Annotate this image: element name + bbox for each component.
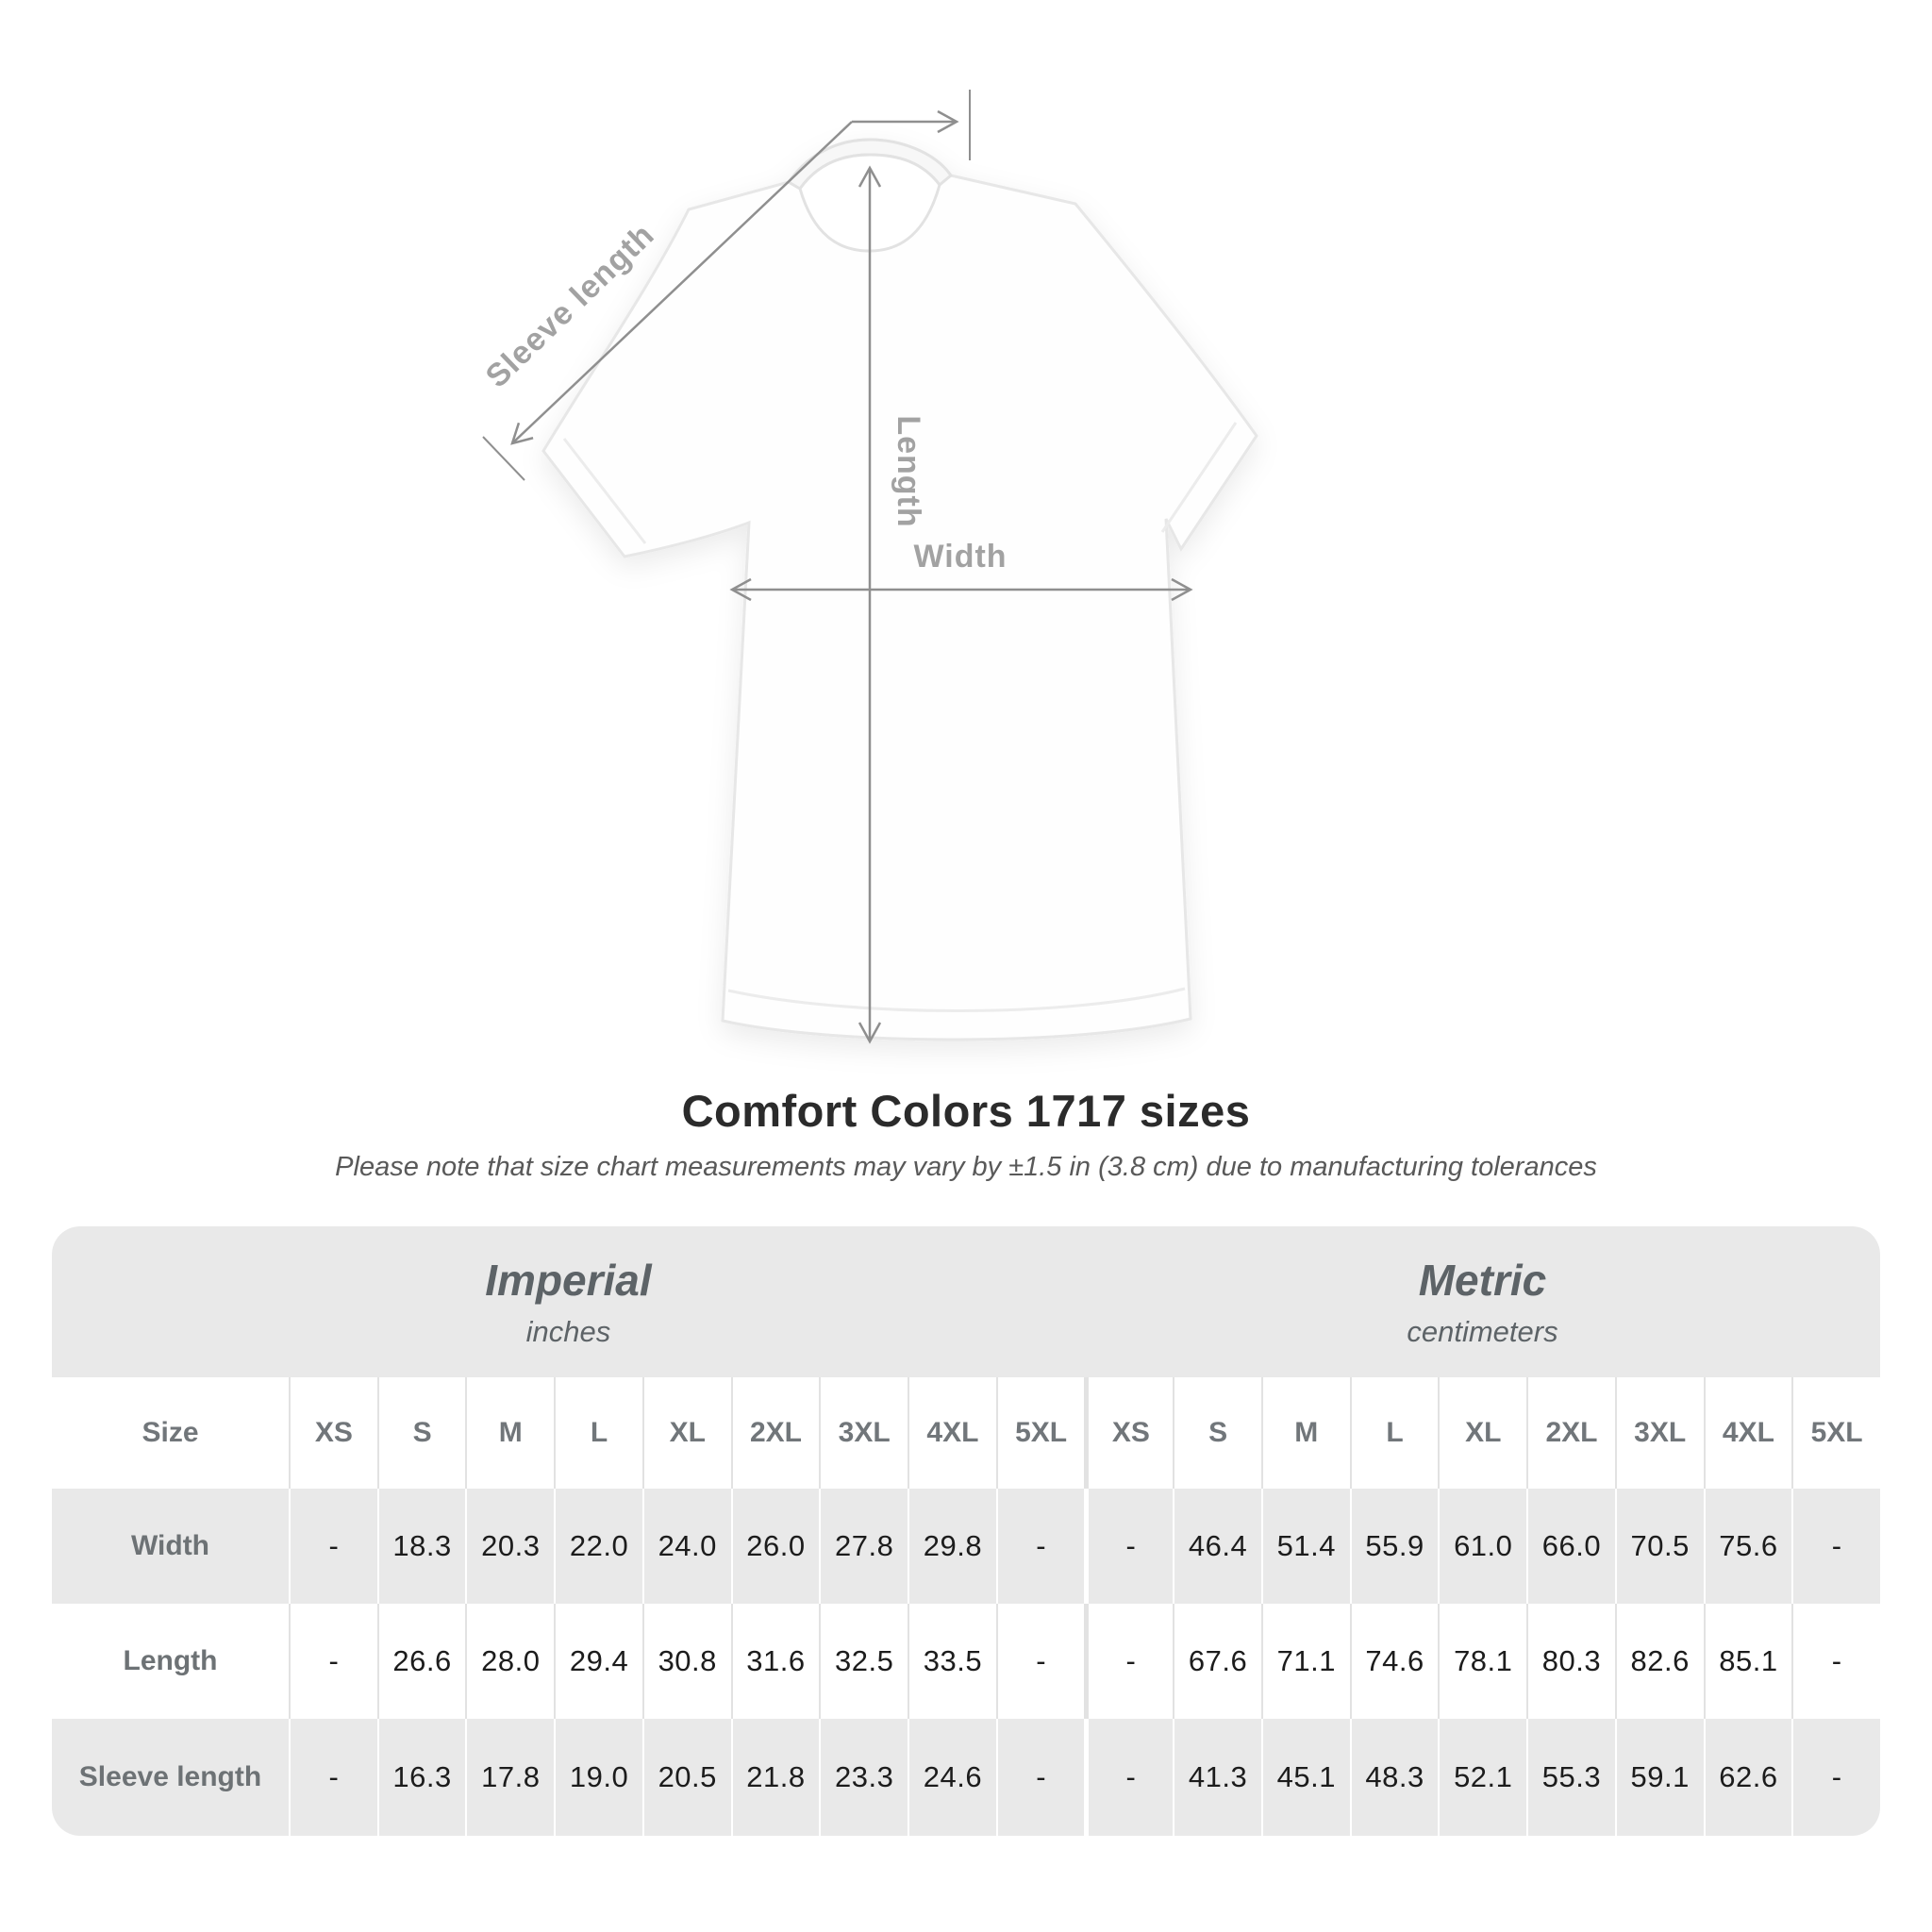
value-metric-2XL: 66.0	[1526, 1489, 1615, 1604]
size-col-imperial-5XL: 5XL	[995, 1377, 1085, 1489]
value-metric-M: 71.1	[1260, 1604, 1350, 1719]
value-imperial-M: 20.3	[465, 1489, 554, 1604]
value-metric-M: 45.1	[1260, 1719, 1350, 1836]
row-label: Sleeve length	[78, 1761, 262, 1792]
value-imperial-XL: 24.0	[641, 1489, 731, 1604]
measurement-lines	[482, 90, 1193, 1044]
value-metric-5XL: -	[1791, 1489, 1880, 1604]
value-imperial-5XL: -	[995, 1489, 1085, 1604]
table-row-width: Width -18.3 20.3 22.0 24.0 26.0 27.8 29.8- -46.4…	[52, 1489, 1880, 1604]
value-metric-XS: -	[1084, 1604, 1173, 1719]
size-col-metric-3XL: 3XL	[1614, 1377, 1704, 1489]
imperial-sublabel: inches	[525, 1315, 611, 1348]
value-imperial-2XL: 31.6	[730, 1604, 820, 1719]
size-col-imperial-3XL: 3XL	[819, 1377, 908, 1489]
value-metric-3XL: 82.6	[1614, 1604, 1704, 1719]
value-imperial-M: 28.0	[465, 1604, 554, 1719]
size-col-metric-S: S	[1173, 1377, 1261, 1489]
size-col-imperial-S: S	[376, 1377, 466, 1489]
value-metric-2XL: 55.3	[1526, 1719, 1615, 1836]
value-metric-XL: 78.1	[1438, 1604, 1526, 1719]
value-metric-XL: 61.0	[1438, 1489, 1526, 1604]
value-metric-3XL: 70.5	[1614, 1489, 1704, 1604]
value-imperial-3XL: 32.5	[819, 1604, 908, 1719]
size-corner-label: Size	[142, 1417, 199, 1448]
size-col-imperial-XL: XL	[641, 1377, 731, 1489]
unit-group-row: Imperial inches Metric centimeters	[52, 1226, 1880, 1377]
value-metric-L: 55.9	[1349, 1489, 1439, 1604]
value-imperial-5XL: -	[995, 1604, 1085, 1719]
table-row-sleeve-length: Sleeve length -16.3 17.8 19.0 20.5 21.8 23.3 24…	[52, 1719, 1880, 1836]
size-col-imperial-XS: XS	[289, 1377, 377, 1489]
value-imperial-L: 29.4	[554, 1604, 642, 1719]
value-metric-S: 67.6	[1173, 1604, 1261, 1719]
value-imperial-3XL: 23.3	[819, 1719, 908, 1836]
table-row-length: Length -26.6 28.0 29.4 30.8 31.6 32.5 33.5- -67.…	[52, 1604, 1880, 1719]
value-imperial-2XL: 26.0	[730, 1489, 820, 1604]
value-imperial-2XL: 21.8	[730, 1719, 820, 1836]
value-imperial-S: 26.6	[376, 1604, 466, 1719]
size-col-metric-M: M	[1260, 1377, 1350, 1489]
metric-sublabel: centimeters	[1407, 1315, 1558, 1348]
sleeve-tick-bottom	[482, 436, 525, 481]
page-subtitle: Please note that size chart measurements…	[335, 1152, 1597, 1182]
value-imperial-4XL: 33.5	[908, 1604, 996, 1719]
value-imperial-M: 17.8	[465, 1719, 554, 1836]
value-metric-XS: -	[1084, 1489, 1173, 1604]
value-imperial-XS: -	[289, 1604, 377, 1719]
value-imperial-L: 19.0	[554, 1719, 642, 1836]
value-imperial-4XL: 24.6	[908, 1719, 996, 1836]
tshirt-diagram: Sleeve length Length Width	[479, 90, 1258, 1044]
size-col-metric-2XL: 2XL	[1526, 1377, 1615, 1489]
value-metric-5XL: -	[1791, 1604, 1880, 1719]
value-metric-S: 41.3	[1173, 1719, 1261, 1836]
size-col-imperial-M: M	[465, 1377, 554, 1489]
length-label: Length	[891, 415, 926, 527]
sleeve-length-line	[510, 121, 853, 445]
value-imperial-XL: 30.8	[641, 1604, 731, 1719]
row-label: Length	[123, 1645, 218, 1676]
value-imperial-4XL: 29.8	[908, 1489, 996, 1604]
metric-label: Metric	[1418, 1256, 1547, 1305]
value-imperial-5XL: -	[995, 1719, 1085, 1836]
value-metric-L: 48.3	[1349, 1719, 1439, 1836]
value-metric-2XL: 80.3	[1526, 1604, 1615, 1719]
value-imperial-3XL: 27.8	[819, 1489, 908, 1604]
tshirt-illustration: Sleeve length Length Width	[479, 90, 1258, 1044]
size-col-imperial-L: L	[554, 1377, 642, 1489]
value-metric-3XL: 59.1	[1614, 1719, 1704, 1836]
size-col-metric-XL: XL	[1438, 1377, 1526, 1489]
value-metric-XL: 52.1	[1438, 1719, 1526, 1836]
row-label: Width	[130, 1530, 210, 1561]
value-imperial-XS: -	[289, 1489, 377, 1604]
size-col-metric-5XL: 5XL	[1791, 1377, 1880, 1489]
value-metric-5XL: -	[1791, 1719, 1880, 1836]
width-label: Width	[913, 539, 1007, 575]
value-imperial-L: 22.0	[554, 1489, 642, 1604]
size-col-imperial-4XL: 4XL	[908, 1377, 996, 1489]
value-metric-L: 74.6	[1349, 1604, 1439, 1719]
value-imperial-XL: 20.5	[641, 1719, 731, 1836]
size-table: Imperial inches Metric centimeters Size X…	[52, 1226, 1880, 1836]
size-col-metric-XS: XS	[1084, 1377, 1173, 1489]
value-imperial-S: 16.3	[376, 1719, 466, 1836]
value-metric-M: 51.4	[1260, 1489, 1350, 1604]
size-col-metric-L: L	[1349, 1377, 1439, 1489]
value-imperial-XS: -	[289, 1719, 377, 1836]
metric-group-header: Metric centimeters	[1085, 1226, 1880, 1377]
value-metric-S: 46.4	[1173, 1489, 1261, 1604]
value-metric-XS: -	[1084, 1719, 1173, 1836]
value-metric-4XL: 85.1	[1703, 1604, 1792, 1719]
imperial-label: Imperial	[485, 1256, 652, 1305]
page-title: Comfort Colors 1717 sizes	[681, 1086, 1251, 1136]
value-metric-4XL: 62.6	[1703, 1719, 1792, 1836]
value-imperial-S: 18.3	[376, 1489, 466, 1604]
imperial-group-header: Imperial inches	[52, 1226, 1085, 1377]
size-col-metric-4XL: 4XL	[1703, 1377, 1792, 1489]
value-metric-4XL: 75.6	[1703, 1489, 1792, 1604]
size-col-imperial-2XL: 2XL	[730, 1377, 820, 1489]
size-header-row: Size XS S M L XL 2XL 3XL 4XL 5XL XS S M L XL 2XL 3XL 4XL 5…	[52, 1377, 1880, 1489]
